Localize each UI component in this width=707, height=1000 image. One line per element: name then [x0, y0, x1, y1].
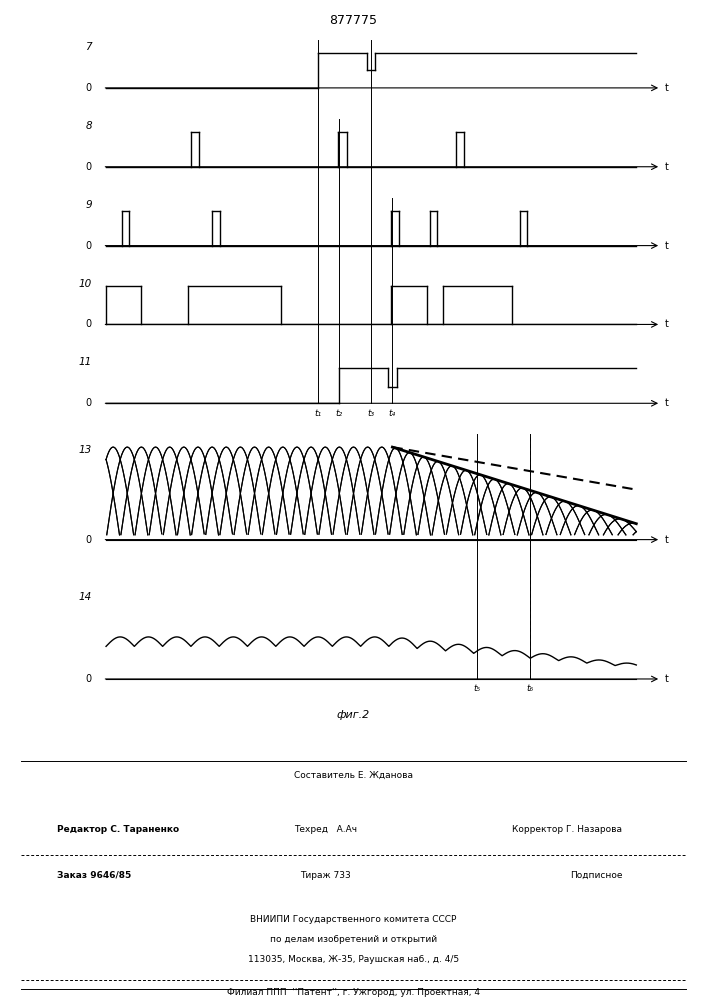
Text: Филиал ППП  ''Патент'', г. Ужгород, ул. Проектная, 4: Филиал ППП ''Патент'', г. Ужгород, ул. П…: [227, 988, 480, 997]
Text: t₆: t₆: [527, 684, 534, 693]
Text: по делам изобретений и открытий: по делам изобретений и открытий: [270, 936, 437, 944]
Text: t₃: t₃: [368, 409, 375, 418]
Text: 877775: 877775: [329, 14, 378, 27]
Text: 10: 10: [78, 279, 92, 289]
Text: t: t: [665, 398, 668, 408]
Text: фиг.2: фиг.2: [337, 710, 370, 720]
Text: 0: 0: [86, 241, 92, 251]
Text: t: t: [665, 162, 668, 172]
Text: t₁: t₁: [315, 409, 322, 418]
Text: Редактор С. Тараненко: Редактор С. Тараненко: [57, 826, 179, 834]
Text: 13: 13: [78, 445, 92, 455]
Text: Техред   А.Ач: Техред А.Ач: [293, 826, 357, 834]
Text: 9: 9: [86, 200, 92, 210]
Text: Подписное: Подписное: [570, 870, 622, 880]
Text: t: t: [665, 241, 668, 251]
Text: Составитель Е. Жданова: Составитель Е. Жданова: [294, 770, 413, 780]
Text: t₂: t₂: [336, 409, 343, 418]
Text: Тираж 733: Тираж 733: [300, 870, 351, 880]
Text: t: t: [665, 674, 668, 684]
Text: 7: 7: [86, 42, 92, 52]
Text: t₅: t₅: [474, 684, 481, 693]
Text: 14: 14: [78, 592, 92, 602]
Text: Заказ 9646/85: Заказ 9646/85: [57, 870, 131, 880]
Text: 11: 11: [78, 357, 92, 367]
Text: Корректор Г. Назарова: Корректор Г. Назарова: [512, 826, 622, 834]
Text: 113035, Москва, Ж-35, Раушская наб., д. 4/5: 113035, Москва, Ж-35, Раушская наб., д. …: [248, 956, 459, 964]
Text: 0: 0: [86, 162, 92, 172]
Text: 0: 0: [86, 83, 92, 93]
Text: 0: 0: [86, 535, 92, 545]
Text: 0: 0: [86, 398, 92, 408]
Text: t: t: [665, 535, 668, 545]
Text: t₄: t₄: [389, 409, 396, 418]
Text: 8: 8: [86, 121, 92, 131]
Text: 0: 0: [86, 319, 92, 329]
Text: ВНИИПИ Государственного комитета СССР: ВНИИПИ Государственного комитета СССР: [250, 916, 457, 924]
Text: t: t: [665, 319, 668, 329]
Text: t: t: [665, 83, 668, 93]
Text: 0: 0: [86, 674, 92, 684]
